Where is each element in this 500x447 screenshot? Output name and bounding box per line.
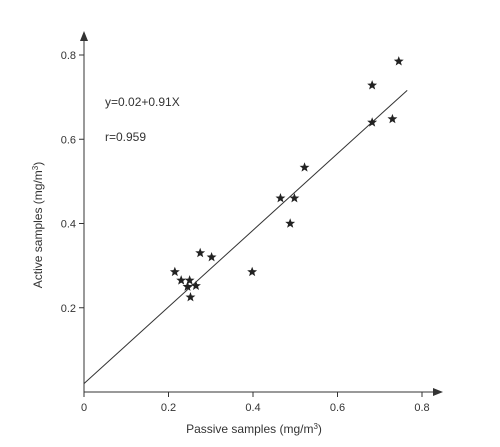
y-tick-label: 0.8 <box>61 50 76 62</box>
data-point <box>184 275 195 285</box>
data-point <box>393 56 404 66</box>
data-point <box>367 117 378 127</box>
data-point <box>182 281 193 291</box>
ticks: 0 0.2 0.4 0.6 0.8 0.2 0.4 0.6 0.8 <box>61 50 430 414</box>
x-tick-label: 0.4 <box>245 402 260 414</box>
data-point <box>275 193 286 203</box>
data-point <box>367 80 378 90</box>
x-axis-label: Passive samples (mg/m3) <box>186 422 322 437</box>
data-points <box>169 56 404 302</box>
data-point <box>195 247 206 258</box>
y-tick-label: 0.6 <box>61 134 76 146</box>
y-axis-label: Active samples (mg/m3) <box>31 162 46 288</box>
data-point <box>247 266 258 277</box>
x-tick-label: 0.8 <box>414 402 429 414</box>
x-tick-label: 0 <box>81 402 87 414</box>
regression-line <box>83 89 408 384</box>
data-point <box>206 252 217 262</box>
data-point <box>285 218 296 228</box>
x-axis-arrow <box>433 388 443 396</box>
y-tick-label: 0.4 <box>61 219 76 231</box>
data-point <box>191 280 201 291</box>
axes <box>80 31 443 396</box>
regression-equation: y=0.02+0.91X <box>105 95 180 109</box>
data-point <box>289 193 300 203</box>
correlation-coefficient: r=0.959 <box>105 130 146 144</box>
x-tick-label: 0.2 <box>161 402 176 414</box>
data-point <box>176 275 187 285</box>
y-axis-arrow <box>80 31 88 41</box>
data-point <box>387 113 398 124</box>
data-point <box>299 162 310 172</box>
y-tick-label: 0.2 <box>61 303 76 315</box>
data-point <box>169 266 180 277</box>
data-point <box>185 292 196 302</box>
x-tick-label: 0.6 <box>330 402 345 414</box>
